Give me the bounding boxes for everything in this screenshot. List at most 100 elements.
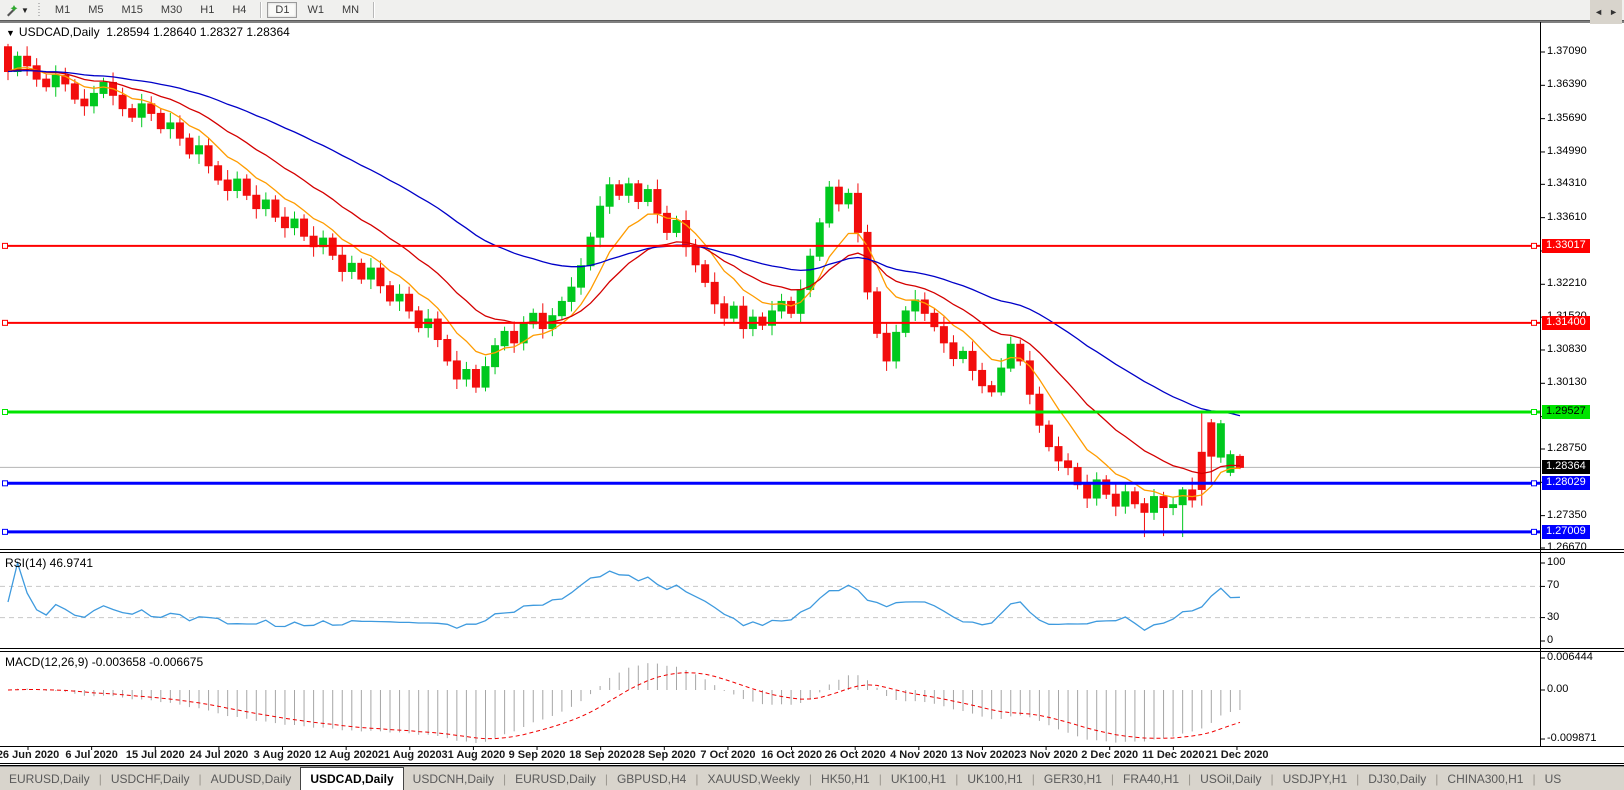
- tab-uk100-h1[interactable]: UK100,H1: [890, 771, 947, 786]
- tab-usdcad-daily[interactable]: USDCAD,Daily: [300, 767, 404, 790]
- tab-ger30-h1[interactable]: GER30,H1: [1043, 771, 1102, 786]
- candle-body: [1178, 489, 1187, 506]
- tab-uk100-h1[interactable]: UK100,H1: [967, 771, 1023, 786]
- tab-usdchf-daily[interactable]: USDCHF,Daily: [110, 771, 190, 786]
- date-label: 9 Sep 2020: [508, 749, 566, 761]
- tab-dj30-daily[interactable]: DJ30,Daily: [1368, 771, 1427, 786]
- candle-body: [806, 255, 815, 291]
- candle-body: [949, 342, 958, 360]
- candle-body: [1207, 422, 1216, 457]
- macd-signal-line: [7, 672, 1241, 740]
- tab-scroll-right-icon[interactable]: ►: [1609, 7, 1618, 17]
- candle-body: [729, 305, 738, 319]
- timeframe-button-h1[interactable]: H1: [200, 4, 215, 16]
- rsi-tick-label: 100: [1547, 556, 1566, 568]
- price-tick-label: 1.30130: [1547, 376, 1587, 389]
- tab-scroll-left-icon[interactable]: ◄: [1594, 7, 1604, 17]
- collapse-triangle-icon[interactable]: ▼: [6, 28, 15, 38]
- level-handle[interactable]: [1531, 319, 1537, 326]
- price-tick-label: 1.33610: [1547, 210, 1587, 223]
- tab-fra40-h1[interactable]: FRA40,H1: [1123, 771, 1180, 786]
- chart-symbol-period: USDCAD,Daily: [18, 25, 100, 39]
- tab-audusd-daily[interactable]: AUDUSD,Daily: [210, 771, 292, 786]
- level-handle[interactable]: [2, 480, 8, 487]
- tab-divider: |: [98, 771, 102, 786]
- tab-china300-h1[interactable]: CHINA300,H1: [1447, 771, 1524, 786]
- moving-average-mid: [7, 68, 1240, 475]
- chevron-down-icon[interactable]: ▼: [21, 5, 29, 15]
- level-handle[interactable]: [2, 409, 8, 416]
- timeframe-button-w1[interactable]: W1: [307, 4, 324, 16]
- candle-body: [863, 231, 872, 293]
- candle-body: [242, 178, 251, 196]
- candle-body: [491, 345, 500, 368]
- candle-body: [1035, 393, 1044, 426]
- candle-body: [156, 112, 165, 130]
- level-handle[interactable]: [2, 242, 8, 249]
- macd-tick-label: 0.006444: [1547, 651, 1593, 663]
- toolbar-separator: [260, 2, 262, 18]
- timeframe-button-m30[interactable]: M30: [160, 4, 183, 16]
- cursor-tool-button[interactable]: ▼: [0, 0, 33, 20]
- candle-body: [901, 310, 910, 333]
- date-label: 12 Aug 2020: [314, 749, 379, 761]
- candle-body: [978, 369, 987, 387]
- candle-body: [720, 303, 729, 319]
- candle-body: [662, 212, 671, 233]
- candle-body: [873, 291, 882, 334]
- timeframe-button-h4[interactable]: H4: [232, 4, 247, 16]
- candle-body: [1064, 460, 1073, 469]
- level-price-flag: 1.31400: [1542, 315, 1590, 330]
- date-label: 24 Jul 2020: [189, 749, 249, 761]
- candle-body: [1054, 446, 1063, 462]
- candle-body: [634, 183, 643, 202]
- candle-body: [23, 55, 32, 67]
- candle-body: [825, 186, 834, 224]
- rsi-tick-label: 70: [1547, 579, 1560, 592]
- timeframe-button-m5[interactable]: M5: [88, 4, 104, 16]
- tab-us[interactable]: US: [1544, 771, 1562, 786]
- level-handle[interactable]: [2, 528, 8, 535]
- timeframe-button-d1[interactable]: D1: [267, 2, 298, 18]
- candle-body: [1016, 343, 1025, 362]
- level-handle[interactable]: [1531, 242, 1537, 249]
- level-handle[interactable]: [2, 319, 8, 326]
- level-handle[interactable]: [1531, 528, 1537, 535]
- candle-body: [280, 216, 289, 229]
- candle-body: [939, 326, 948, 344]
- candle-body: [959, 350, 967, 360]
- candle-body: [577, 265, 585, 288]
- timeframe-button-mn[interactable]: MN: [341, 4, 360, 16]
- tab-eurusd-daily[interactable]: EURUSD,Daily: [515, 771, 596, 786]
- tab-usoil-daily[interactable]: USOil,Daily: [1200, 771, 1262, 786]
- tab-usdjpy-h1[interactable]: USDJPY,H1: [1282, 771, 1348, 786]
- level-handle[interactable]: [1531, 480, 1537, 487]
- candle-body: [166, 122, 175, 130]
- date-label: 31 Aug 2020: [441, 749, 506, 761]
- date-label: 28 Sep 2020: [632, 749, 696, 761]
- tab-gbpusd-h4[interactable]: GBPUSD,H4: [616, 771, 687, 786]
- symbol-tab-bar: EURUSD,Daily | USDCHF,Daily | AUDUSD,Daily US…: [0, 766, 1624, 790]
- candle-body: [185, 137, 194, 155]
- candle-body: [214, 165, 223, 181]
- timeframe-button-m1[interactable]: M1: [54, 4, 71, 16]
- candle-body: [615, 184, 624, 196]
- tab-usdcnh-daily[interactable]: USDCNH,Daily: [412, 771, 495, 786]
- candle-body: [557, 300, 566, 317]
- tab-divider: |: [1188, 771, 1192, 786]
- timeframe-button-m15[interactable]: M15: [121, 4, 143, 16]
- price-tick-label: 1.26670: [1547, 541, 1587, 553]
- candle-body: [930, 312, 939, 328]
- level-handle[interactable]: [1531, 409, 1537, 416]
- date-label: 13 Nov 2020: [950, 749, 1015, 761]
- tab-hk50-h1[interactable]: HK50,H1: [821, 771, 870, 786]
- date-label: 26 Jun 2020: [0, 749, 60, 761]
- candle-body: [987, 385, 996, 393]
- tab-eurusd-daily[interactable]: EURUSD,Daily: [9, 771, 90, 786]
- toolbar-grip-handle[interactable]: [36, 3, 42, 17]
- candle-body: [672, 220, 681, 233]
- tab-xauusd-weekly[interactable]: XAUUSD,Weekly: [707, 771, 800, 786]
- price-tick-label: 1.28750: [1547, 441, 1587, 454]
- candle-body: [137, 103, 146, 118]
